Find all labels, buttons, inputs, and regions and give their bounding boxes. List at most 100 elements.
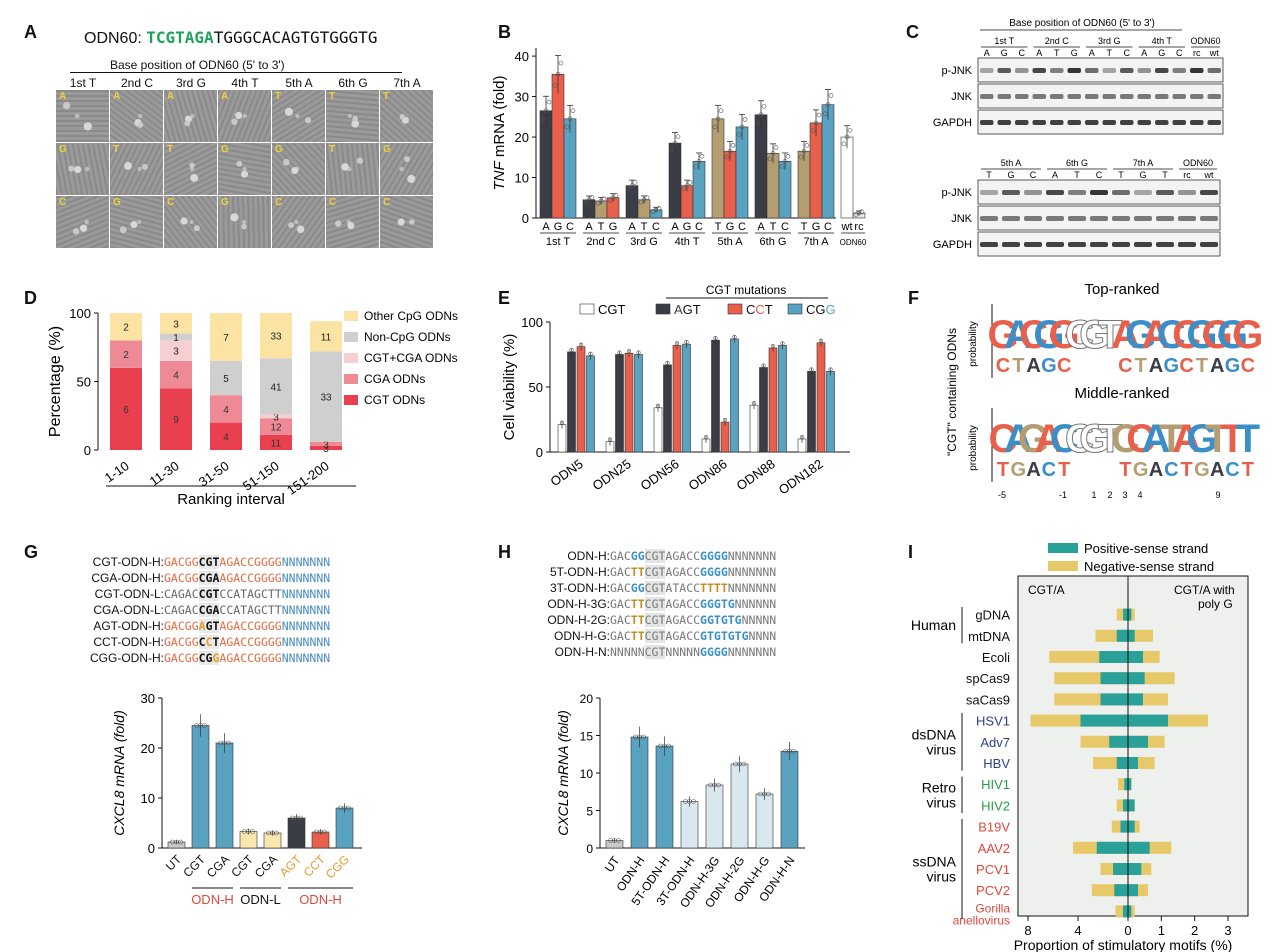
logo-letter: C xyxy=(1019,313,1048,357)
tile-letter: C xyxy=(329,197,337,208)
stacked-segment xyxy=(210,395,242,423)
bar xyxy=(586,355,595,453)
segment-label: 9 xyxy=(173,415,179,426)
logo-letter-small: T xyxy=(1012,355,1024,377)
pos-bar-right xyxy=(1128,841,1150,854)
legend-swatch xyxy=(344,311,358,321)
group-label: 1st T xyxy=(546,236,571,248)
micrograph-tile: G xyxy=(218,196,271,248)
lane-label: C xyxy=(1030,170,1037,180)
column-header: 7th A xyxy=(393,76,421,90)
x-axis-label: Proportion of stimulatory motifs (%) xyxy=(1014,937,1233,952)
logo-letter-small: A xyxy=(1026,459,1040,481)
sequence-row: CGT-ODN-H:GACGGCGTAGACCGGGGNNNNNNN xyxy=(64,554,330,570)
data-point xyxy=(801,148,807,154)
bar xyxy=(551,74,565,219)
logo-letter: A xyxy=(1004,417,1033,461)
pos-bar-left xyxy=(1080,714,1128,727)
panel-d: D 0 50 100 Percentage (%) 6 2 2 1-10 9 4 3 1 3 11-30 4… xyxy=(0,282,480,532)
pos-bar-right xyxy=(1128,693,1143,706)
micrograph-tile: A xyxy=(164,90,217,142)
sequence-part: AGACCGGGG xyxy=(219,555,282,569)
bar xyxy=(755,793,774,849)
sequence-row: CCT-ODN-H:GACGGCCTAGACCGGGGNNNNNNN xyxy=(64,634,330,650)
x-tick-label: ODN5 xyxy=(548,456,586,489)
panel-label: H xyxy=(498,542,511,562)
row-label: B19V xyxy=(978,820,1010,835)
bar xyxy=(809,122,823,219)
blot-band xyxy=(1002,190,1020,195)
seq-prefix: ODN60: xyxy=(84,30,142,47)
panel-f: F Top-ranked probability G C A T C A G G G C C G T A C G T… xyxy=(900,282,1280,532)
lane-label: T xyxy=(1054,48,1060,58)
data-point xyxy=(809,367,814,372)
logo-letter: A xyxy=(1172,417,1201,461)
data-point xyxy=(736,132,742,137)
bar-base-label: G xyxy=(726,221,735,233)
sequence-part: CGT xyxy=(198,555,220,569)
sequence-name: ODN-H-N: xyxy=(554,645,610,659)
row-label: saCas9 xyxy=(966,692,1010,707)
bar xyxy=(634,354,643,453)
blot-band xyxy=(1178,190,1196,195)
stacked-segment xyxy=(260,414,292,419)
y-tick-label: 0 xyxy=(536,445,543,460)
data-point xyxy=(552,83,558,88)
data-point xyxy=(713,336,718,341)
tile-letter: T xyxy=(167,144,174,155)
bar xyxy=(778,345,787,453)
sequence-part: NNNNNNN xyxy=(727,645,777,659)
x-tick-label: ODN182 xyxy=(776,456,826,497)
y-tick-label: 50 xyxy=(529,380,543,395)
data-point xyxy=(758,112,764,118)
blot-band xyxy=(1112,216,1130,221)
logo-letter-small: G xyxy=(1194,459,1210,481)
sequence-part: AGACCGGGG xyxy=(219,619,282,633)
legend-swatch xyxy=(579,303,595,315)
data-point xyxy=(818,338,824,343)
blot-band xyxy=(980,94,994,99)
segment-label: 7 xyxy=(223,333,229,344)
x-tick-label: 4 xyxy=(1074,923,1081,938)
sequence-part: NNNNNNN xyxy=(727,549,777,563)
bar xyxy=(191,725,210,849)
logo-letter-small: A xyxy=(1149,355,1163,377)
group-label: dsDNA xyxy=(912,726,957,742)
logo-x-tick: 1 xyxy=(1091,490,1096,500)
sequence-part: CGT xyxy=(644,629,666,643)
data-point xyxy=(681,186,687,192)
bar-base-label: A xyxy=(671,221,679,233)
logo-letter: G xyxy=(1232,313,1263,357)
row-label: PCV1 xyxy=(976,862,1010,877)
sequence-part: CCATAGCTT xyxy=(219,603,282,617)
blot-band xyxy=(1015,94,1029,99)
data-point xyxy=(844,134,850,140)
group-label: virus xyxy=(926,794,956,810)
segment-label: 4 xyxy=(223,405,229,416)
segment-label: 3 xyxy=(273,412,279,423)
lane-group-label: 2nd C xyxy=(1045,36,1070,46)
data-point xyxy=(828,93,834,98)
micrograph-tile: G xyxy=(218,143,271,195)
lane-label: T xyxy=(986,170,992,180)
blot-band xyxy=(1024,190,1042,195)
right-title: poly G xyxy=(1198,597,1233,611)
logo-letter-small: A xyxy=(1026,355,1040,377)
blot-band xyxy=(1032,68,1046,73)
lane-label: G xyxy=(1139,170,1146,180)
data-point xyxy=(810,128,816,134)
data-point xyxy=(540,117,546,122)
lane-label: C xyxy=(1019,48,1026,58)
x-tick-label: CGG xyxy=(323,852,352,881)
sequence-part: NNNNNNN xyxy=(281,651,331,665)
data-point xyxy=(691,799,696,804)
segment-label: 41 xyxy=(270,382,282,393)
blot-row-label: GAPDH xyxy=(933,117,972,129)
logo-x-tick: 2 xyxy=(1107,490,1112,500)
legend-swatch xyxy=(655,303,671,315)
bar-base-label: T xyxy=(715,221,722,233)
bar xyxy=(615,354,624,453)
pos-bar-left xyxy=(1109,735,1128,748)
group-label: 7th A xyxy=(803,236,829,248)
bar-base-label: wt xyxy=(841,221,853,233)
